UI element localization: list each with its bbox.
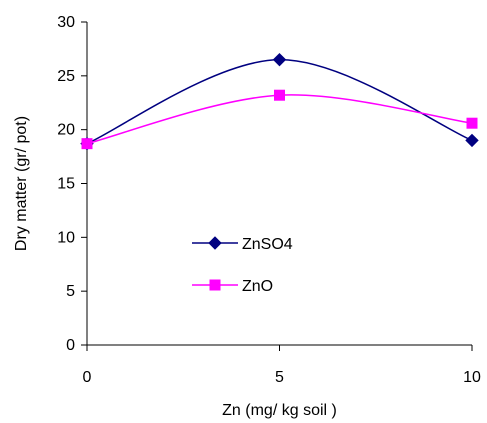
y-tick-label: 25 — [57, 68, 75, 85]
legend-item-zno: ZnO — [192, 278, 273, 295]
legend-swatch-marker — [208, 236, 222, 250]
x-axis-title: Zn (mg/ kg soil ) — [222, 402, 337, 419]
data-point-znso4 — [465, 133, 479, 148]
x-tick-label: 0 — [83, 369, 92, 386]
series-line-znso4 — [86, 58, 473, 145]
series-line-zno — [86, 94, 473, 145]
y-axis-ticks: 0 5 10 15 20 25 30 — [57, 14, 87, 354]
y-tick-label: 30 — [57, 14, 75, 31]
y-tick-label: 15 — [57, 176, 75, 193]
legend-item-znso4: ZnSO4 — [192, 236, 293, 253]
legend: ZnSO4 ZnO — [192, 236, 293, 295]
y-tick-label: 10 — [57, 229, 75, 246]
data-point-znso4 — [272, 52, 287, 67]
data-point-zno — [81, 138, 93, 150]
legend-swatch-marker — [209, 279, 221, 291]
plot-area: 0 5 10 15 20 25 30 0 5 10 — [57, 14, 481, 386]
y-tick-label: 5 — [66, 283, 75, 300]
series-layer — [80, 52, 479, 151]
x-axis-ticks: 0 5 10 — [83, 345, 481, 386]
y-tick-label: 20 — [57, 122, 75, 139]
y-axis-title: Dry matter (gr/ pot) — [13, 116, 30, 251]
data-point-zno — [274, 89, 285, 101]
series-znso4 — [80, 52, 479, 151]
y-tick-label: 0 — [66, 337, 75, 354]
legend-label: ZnSO4 — [242, 236, 293, 253]
series-zno — [81, 89, 478, 150]
x-tick-label: 10 — [463, 369, 481, 386]
data-point-zno — [466, 117, 478, 129]
x-tick-label: 5 — [275, 369, 284, 386]
legend-label: ZnO — [242, 278, 273, 295]
